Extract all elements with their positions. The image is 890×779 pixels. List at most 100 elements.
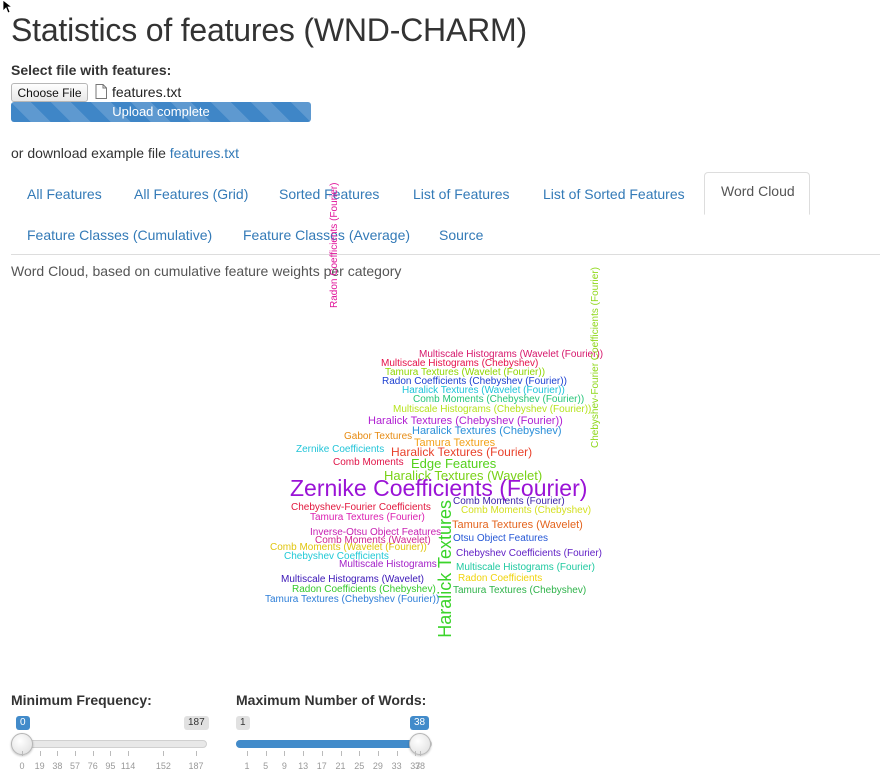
word-cloud-word: Radon Coefficients (Chebyshev (Fourier)) — [382, 376, 567, 387]
slider-tick-mark — [39, 751, 41, 756]
word-cloud-word: Tamura Textures (Chebyshev (Fourier)) — [265, 594, 440, 605]
slider-tick-mark — [284, 751, 286, 756]
slider-tick-label: 114 — [120, 761, 136, 771]
download-prefix: or download example file — [11, 145, 166, 161]
tab-sorted-features[interactable]: Sorted Features — [279, 186, 380, 202]
word-cloud-word: Multiscale Histograms (Wavelet (Fourier)… — [419, 349, 604, 360]
page-title: Statistics of features (WND-CHARM) — [11, 12, 527, 48]
word-cloud-word: Edge Features — [411, 456, 497, 471]
slider-tick-label: 29 — [372, 761, 383, 771]
word-cloud-word: Inverse-Otsu Object Features — [310, 527, 442, 538]
slider-tick-label: 37 — [410, 761, 421, 771]
tabs-divider — [11, 254, 880, 255]
slider-tick-label: 25 — [354, 761, 365, 771]
slider-tick-label: 5 — [263, 761, 269, 771]
tab-list-of-features[interactable]: List of Features — [413, 186, 510, 202]
word-cloud-word: Radon Coefficients — [458, 573, 543, 584]
max-words-value-badge: 38 — [410, 716, 430, 730]
word-cloud-word: Comb Moments (Wavelet) — [315, 535, 431, 546]
word-cloud: Radon Coefficients (Fourier) Multiscale H… — [0, 183, 890, 660]
word-cloud-word: Multiscale Histograms (Chebyshev (Fourie… — [393, 404, 592, 415]
tab-word-cloud[interactable]: Word Cloud — [704, 172, 810, 215]
word-cloud-word: Chebyshev Coefficients (Fourier) — [456, 548, 602, 559]
slider-tick-mark — [128, 751, 130, 756]
slider-tick-label: 33 — [391, 761, 402, 771]
word-cloud-word: Tamura Textures (Wavelet (Fourier)) — [385, 367, 546, 378]
slider-tick-label: 95 — [105, 761, 116, 771]
choose-file-button[interactable]: Choose File — [11, 83, 88, 102]
word-cloud-word: Chebyshev-Fourier Coefficients — [291, 502, 431, 513]
word-cloud-word: Haralick Textures (Chebyshev (Fourier)) — [368, 415, 563, 427]
file-select-label: Select file with features: — [11, 62, 172, 78]
min-frequency-label: Minimum Frequency: — [11, 692, 152, 708]
word-cloud-word: Comb Moments (Chebyshev) — [461, 505, 592, 516]
word-cloud-word: Multiscale Histograms (Fourier) — [456, 562, 595, 573]
slider-tick-label: 152 — [155, 761, 171, 771]
word-cloud-word: Zernike Coefficients — [296, 444, 385, 455]
slider-tick-mark — [110, 751, 112, 756]
word-cloud-word: Multiscale Histograms — [339, 559, 437, 570]
slider-tick-mark — [359, 751, 361, 756]
slider-tick-label: 21 — [335, 761, 346, 771]
word-cloud-word: Chebyshev-Fourier Coefficients (Fourier) — [590, 267, 601, 448]
mouse-cursor-icon — [2, 0, 14, 14]
slider-tick-mark — [340, 751, 342, 756]
slider-tick-label: 0 — [19, 761, 25, 771]
word-cloud-word: Comb Moments — [333, 457, 404, 468]
slider-tick-mark — [247, 751, 248, 756]
slider-tick-mark — [321, 751, 323, 756]
max-words-fill — [236, 740, 421, 748]
slider-tick-mark — [22, 751, 23, 756]
word-cloud-word: Tamura Textures (Fourier) — [310, 512, 425, 523]
slider-tick-mark — [420, 751, 421, 756]
word-cloud-word: Comb Moments (Wavelet (Fourier)) — [270, 542, 427, 553]
max-words-min-badge: 1 — [236, 716, 250, 730]
min-frequency-track[interactable] — [11, 740, 207, 748]
word-cloud-word: Otsu Object Features — [453, 533, 549, 544]
word-cloud-word: Tamura Textures (Chebyshev) — [453, 585, 587, 596]
slider-tick-mark — [57, 751, 59, 756]
word-cloud-word: Multiscale Histograms (Wavelet) — [281, 574, 424, 585]
file-icon — [95, 84, 107, 99]
min-frequency-max-badge: 187 — [184, 716, 209, 730]
tab-feature-classes-average[interactable]: Feature Classes (Average) — [243, 227, 411, 243]
download-example-link[interactable]: features.txt — [169, 145, 240, 161]
slider-tick-mark — [303, 751, 305, 756]
word-cloud-word: Multiscale Histograms (Chebyshev) — [381, 358, 539, 369]
slider-tick-mark — [415, 751, 417, 756]
slider-tick-label: 13 — [298, 761, 309, 771]
slider-tick-mark — [196, 751, 197, 756]
slider-tick-mark — [92, 751, 94, 756]
max-words-label: Maximum Number of Words: — [236, 692, 427, 708]
selected-file-name: features.txt — [112, 84, 182, 100]
word-cloud-word: Tamura Textures — [414, 437, 496, 449]
word-cloud-word: Haralick Textures (Wavelet) — [384, 468, 543, 483]
slider-tick-mark — [377, 751, 379, 756]
tab-all-features-grid[interactable]: All Features (Grid) — [134, 186, 249, 202]
slider-tick-label: 17 — [316, 761, 327, 771]
word-cloud-word: Tamura Textures (Wavelet) — [452, 519, 583, 531]
word-cloud-word: Comb Moments (Chebyshev (Fourier)) — [413, 394, 585, 405]
slider-tick-label: 19 — [34, 761, 45, 771]
slider-tick-label: 38 — [414, 761, 426, 771]
min-frequency-value-badge: 0 — [16, 716, 30, 730]
tab-all-features[interactable]: All Features — [27, 186, 102, 202]
word-cloud-word: Haralick Textures (Wavelet (Fourier)) — [402, 385, 565, 396]
slider-tick-mark — [163, 751, 165, 756]
tab-list-of-sorted-features[interactable]: List of Sorted Features — [543, 186, 685, 202]
word-cloud-subtitle: Word Cloud, based on cumulative feature … — [11, 263, 402, 279]
word-cloud-word: Gabor Textures — [344, 431, 413, 442]
slider-tick-mark — [75, 751, 77, 756]
slider-tick-label: 76 — [87, 761, 98, 771]
word-cloud-word: Haralick Textures — [435, 500, 455, 638]
word-cloud-word: Radon Coefficients (Fourier) — [329, 182, 340, 308]
slider-tick-label: 57 — [70, 761, 81, 771]
tab-feature-classes-cumulative[interactable]: Feature Classes (Cumulative) — [27, 227, 213, 243]
word-cloud-word: Radon Coefficients (Chebyshev) — [292, 584, 436, 595]
word-cloud-word: Chebyshev Coefficients — [284, 551, 389, 562]
slider-tick-mark — [265, 751, 267, 756]
slider-tick-label: 187 — [188, 761, 204, 771]
word-cloud-word: Haralick Textures (Fourier) — [391, 445, 533, 459]
tab-source[interactable]: Source — [439, 227, 484, 243]
slider-tick-label: 1 — [244, 761, 250, 771]
